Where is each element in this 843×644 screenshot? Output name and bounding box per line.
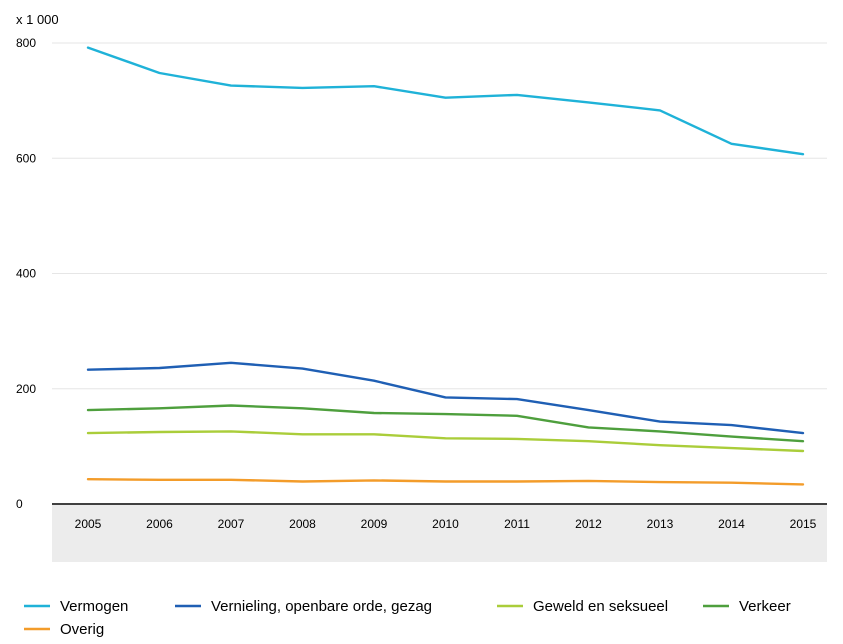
- y-tick-label: 800: [16, 36, 36, 50]
- y-tick-label: 0: [16, 497, 23, 511]
- x-tick-label: 2007: [218, 517, 245, 531]
- legend-label: Verkeer: [739, 598, 791, 615]
- series-line-1: [86, 46, 805, 156]
- series-lines: [86, 46, 805, 486]
- x-tick-label: 2009: [361, 517, 388, 531]
- x-tick-label: 2014: [718, 517, 745, 531]
- y-tick-label: 400: [16, 267, 36, 281]
- x-tick-label: 2011: [504, 517, 530, 531]
- legend-label: Geweld en seksueel: [533, 598, 668, 615]
- x-tick-label: 2013: [647, 517, 674, 531]
- legend-item: Vermogen: [24, 598, 128, 615]
- x-tick-label: 2008: [289, 517, 316, 531]
- legend-item: Verkeer: [703, 598, 791, 615]
- y-unit-label: x 1 000: [16, 12, 59, 27]
- x-tick-label: 2006: [146, 517, 173, 531]
- x-axis-band: [52, 505, 827, 562]
- legend-item: Geweld en seksueel: [497, 598, 668, 615]
- legend-label: Vernieling, openbare orde, gezag: [211, 598, 432, 615]
- legend-label: Vermogen: [60, 598, 128, 615]
- series-line-5: [86, 478, 805, 486]
- legend-item: Overig: [24, 621, 104, 638]
- series-line-3: [86, 430, 805, 453]
- x-tick-label: 2005: [75, 517, 102, 531]
- y-tick-label: 200: [16, 382, 36, 396]
- x-axis-ticks: 2005 2006 2007 2008 2009 2010 2011 2012 2013 2014…: [75, 517, 817, 531]
- y-axis-ticks: 0 200 400 600 800: [16, 36, 36, 511]
- y-tick-label: 600: [16, 151, 36, 165]
- x-tick-label: 2015: [790, 517, 817, 531]
- series-line-4: [86, 404, 805, 443]
- x-tick-label: 2012: [575, 517, 602, 531]
- x-tick-label: 2010: [432, 517, 459, 531]
- series-line-2: [86, 361, 805, 435]
- legend-label: Overig: [60, 621, 104, 638]
- legend: Vermogen Vernieling, openbare orde, gezag…: [24, 598, 791, 638]
- gridlines: [52, 42, 827, 390]
- legend-item: Vernieling, openbare orde, gezag: [175, 598, 432, 615]
